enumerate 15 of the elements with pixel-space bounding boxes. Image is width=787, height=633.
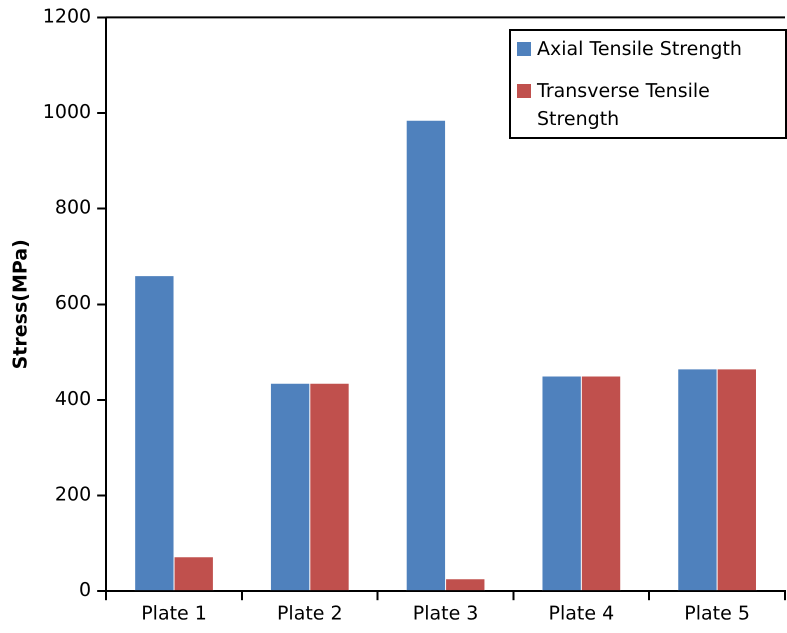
y-tick-label: 800 bbox=[54, 196, 92, 219]
x-tick-label: Plate 5 bbox=[684, 602, 750, 625]
y-tick-label: 600 bbox=[54, 292, 92, 314]
x-tick-label: Plate 1 bbox=[141, 602, 207, 625]
y-axis-title: Stress(MPa) bbox=[9, 239, 32, 370]
y-tick-label: 1000 bbox=[42, 100, 92, 123]
legend-label: Axial Tensile Strength bbox=[537, 37, 742, 62]
y-tick-label: 1200 bbox=[42, 5, 92, 28]
x-tick-label: Plate 3 bbox=[412, 602, 478, 625]
y-tick-label: 0 bbox=[79, 579, 92, 602]
x-tick-label: Plate 2 bbox=[276, 602, 343, 625]
x-tick-label: Plate 4 bbox=[548, 602, 614, 625]
y-tick-label: 200 bbox=[54, 484, 92, 506]
y-tick-label: 400 bbox=[54, 388, 92, 410]
legend-label: Transverse Tensile Strength bbox=[537, 79, 711, 132]
